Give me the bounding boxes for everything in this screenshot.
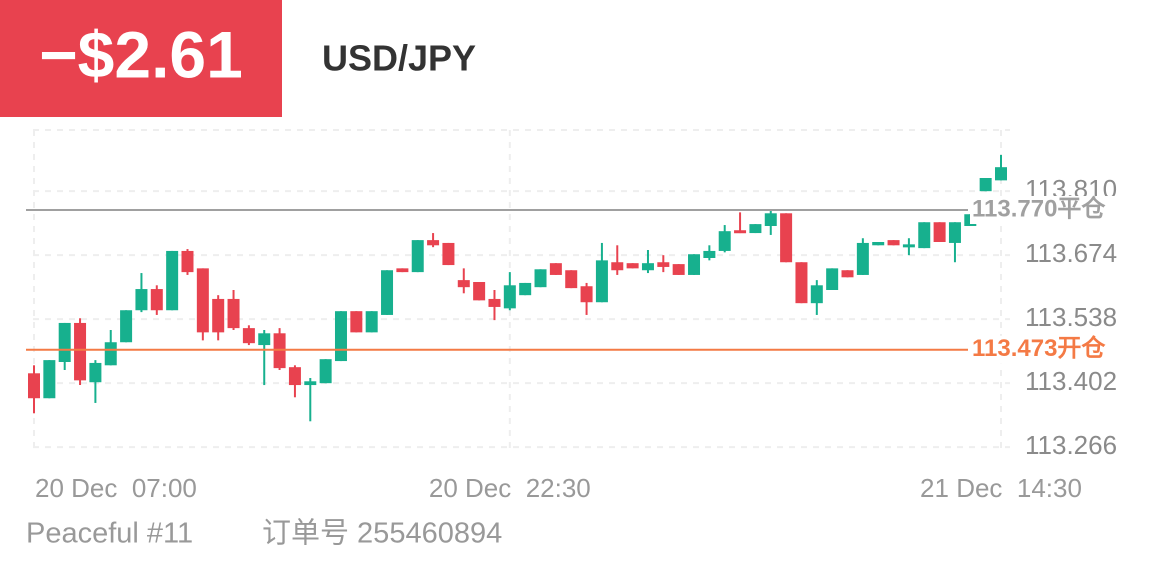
candle-body [626,263,639,269]
candle-body [995,167,1007,181]
candle-body [319,359,332,384]
candle-body [856,242,869,275]
candle-body [212,298,225,333]
candle-body [473,282,486,301]
candle-body [396,268,409,273]
pnl-value: −$2.61 [39,17,243,91]
candle-body [28,373,40,399]
candle-body [196,268,209,333]
candle-body [442,242,455,266]
candle-body [365,311,378,333]
candle-body [795,262,808,304]
candle-body [641,263,654,271]
candle-body [457,280,470,288]
candle-body [826,268,839,290]
y-tick-label: 113.538 [1025,302,1117,332]
x-tick-label: 21 Dec 14:30 [920,473,1082,503]
candle-body [872,242,885,246]
price-label: 113.473开仓 [972,334,1106,362]
candle-body [427,240,440,246]
pnl-badge [0,0,282,117]
candle-body [258,333,271,346]
candle-body [135,289,148,311]
candle-body [718,231,731,251]
candle-body [918,222,931,249]
candle-body [780,213,793,263]
y-tick-label: 113.266 [1025,430,1117,460]
candle-body [503,285,516,309]
candle-body [519,282,532,296]
account-name: Peaceful #11 [26,518,193,550]
candle-body [304,381,317,386]
candle-body [534,269,547,288]
candle-body [688,254,701,275]
price-label-bg [970,335,1125,364]
candle-body [411,240,424,273]
candle-body [749,224,762,234]
candle-body [887,240,900,246]
candle-body [810,285,823,304]
candle-body [549,263,562,275]
price-label-bg [970,196,1125,224]
candle-body [89,362,102,383]
candle-body [902,244,915,248]
candle-body [334,311,347,362]
candle-body [488,298,501,307]
candle-body [734,230,747,234]
y-tick-label: 113.402 [1025,366,1117,396]
candle-body [43,360,56,399]
candle-body [150,289,163,311]
chart-title: USD/JPY [322,38,476,79]
x-tick-label: 20 Dec 07:00 [35,473,197,503]
candle-body [595,260,608,303]
candle-body [703,250,716,258]
candle-body [74,322,87,381]
y-tick-label: 113.674 [1025,238,1117,268]
candle-body [841,270,854,278]
candle-body [381,270,394,315]
candle-body [58,322,71,362]
candle-body [350,311,363,333]
candle-body [104,342,117,366]
order-number: 订单号 255460894 [262,517,502,550]
candle-body [580,286,593,303]
candle-body [565,270,578,289]
candle-body [979,178,992,192]
x-tick-label: 20 Dec 22:30 [429,473,591,503]
candle-body [933,222,946,242]
candle-body [120,310,133,343]
candle-body [657,262,670,267]
candle-body [166,250,179,311]
candle-body [948,222,961,243]
candle-body [242,328,255,344]
candle-body [227,298,240,329]
candle-body [764,213,777,226]
candle-body [611,262,624,271]
candle-body [672,264,685,275]
candle-body [181,250,194,273]
candle-body [288,367,301,386]
price-label: 113.770平仓 [972,194,1106,222]
